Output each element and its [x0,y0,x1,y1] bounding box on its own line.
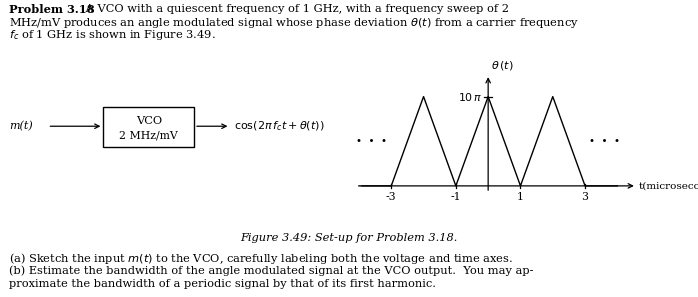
Text: -1: -1 [450,192,461,202]
Text: Figure 3.49: Set-up for Problem 3.18.: Figure 3.49: Set-up for Problem 3.18. [240,233,458,243]
Text: MHz/mV produces an angle modulated signal whose phase deviation $\theta(t)$ from: MHz/mV produces an angle modulated signa… [9,16,579,30]
Text: 2 MHz/mV: 2 MHz/mV [119,131,178,141]
Text: t(microseconds): t(microseconds) [639,181,698,190]
Text: (b) Estimate the bandwidth of the angle modulated signal at the VCO output.  You: (b) Estimate the bandwidth of the angle … [9,266,533,277]
Text: A VCO with a quiescent frequency of 1 GHz, with a frequency sweep of 2: A VCO with a quiescent frequency of 1 GH… [82,4,510,15]
Text: proximate the bandwidth of a periodic signal by that of its first harmonic.: proximate the bandwidth of a periodic si… [9,279,436,289]
Text: $10\,\pi$: $10\,\pi$ [458,91,482,102]
Text: •  •  •: • • • [589,136,620,146]
Text: 1: 1 [517,192,524,202]
Text: $\theta\,(t)$: $\theta\,(t)$ [491,59,514,72]
Text: Problem 3.18: Problem 3.18 [9,4,95,15]
Text: $f_c$ of 1 GHz is shown in Figure 3.49.: $f_c$ of 1 GHz is shown in Figure 3.49. [9,28,216,42]
Text: VCO: VCO [135,116,162,126]
Text: -3: -3 [386,192,396,202]
Text: •  •  •: • • • [357,136,387,146]
Text: (a) Sketch the input $m(t)$ to the VCO, carefully labeling both the voltage and : (a) Sketch the input $m(t)$ to the VCO, … [9,251,513,266]
Text: m(t): m(t) [9,121,33,131]
FancyBboxPatch shape [103,107,194,147]
Text: 3: 3 [581,192,588,202]
Text: $\cos(2\pi\, f_c t + \theta(t))$: $\cos(2\pi\, f_c t + \theta(t))$ [234,119,325,133]
